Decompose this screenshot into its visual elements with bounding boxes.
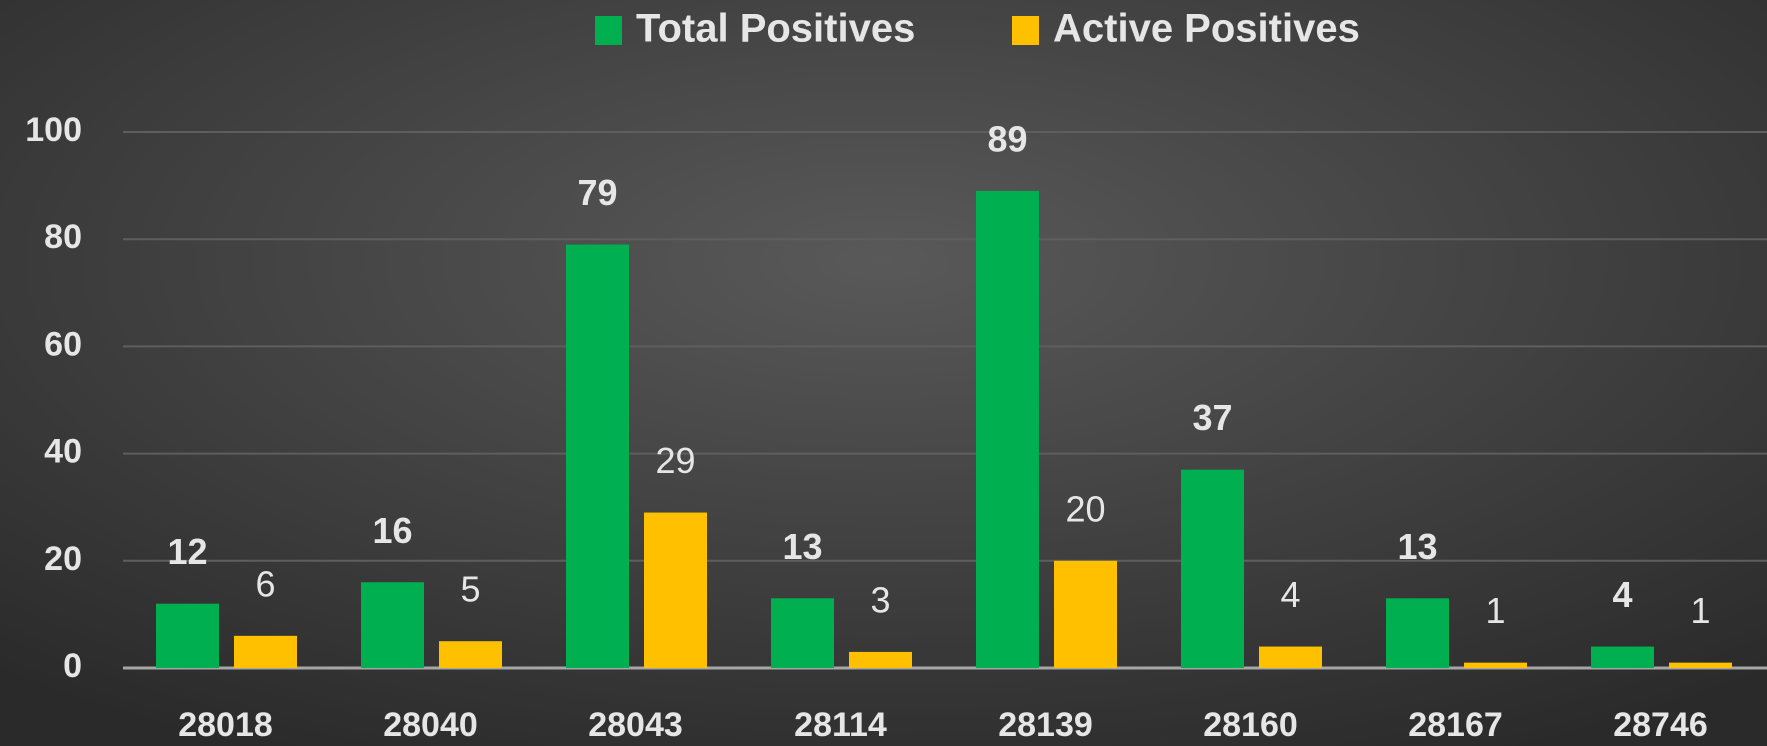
data-label: 1 — [1485, 590, 1505, 631]
legend-swatch — [595, 16, 622, 45]
bar — [439, 641, 502, 668]
x-tick-label: 28040 — [383, 706, 478, 744]
bar — [361, 582, 424, 668]
legend-label: Active Positives — [1053, 7, 1360, 51]
bar — [156, 603, 219, 668]
data-label: 1 — [1690, 590, 1710, 631]
y-tick-label: 40 — [44, 433, 82, 471]
bar — [976, 190, 1039, 668]
data-label: 4 — [1612, 574, 1632, 615]
y-tick-label: 100 — [25, 111, 82, 149]
x-tick-label: 28160 — [1203, 706, 1298, 744]
bar — [1054, 560, 1117, 668]
bar — [1669, 662, 1732, 668]
y-tick-label: 0 — [63, 647, 82, 685]
data-label: 13 — [1397, 526, 1437, 567]
x-tick-label: 28043 — [588, 706, 683, 744]
legend-label: Total Positives — [636, 7, 915, 51]
data-label: 12 — [167, 531, 207, 572]
data-label: 4 — [1280, 574, 1300, 615]
data-label: 13 — [782, 526, 822, 567]
data-label: 37 — [1192, 397, 1232, 438]
bar — [1259, 646, 1322, 668]
bar — [1464, 662, 1527, 668]
bar — [771, 598, 834, 668]
data-label: 79 — [577, 172, 617, 213]
bar — [566, 244, 629, 668]
x-tick-label: 28114 — [794, 706, 887, 744]
x-tick-label: 28139 — [998, 706, 1093, 744]
data-label: 20 — [1065, 488, 1105, 529]
legend-swatch — [1012, 16, 1039, 45]
bar — [1591, 646, 1654, 668]
data-label: 29 — [655, 440, 695, 481]
bar — [1386, 598, 1449, 668]
bar — [849, 651, 912, 668]
x-tick-label: 28746 — [1613, 706, 1708, 744]
y-tick-label: 20 — [44, 540, 82, 578]
x-tick-label: 28167 — [1408, 706, 1503, 744]
x-tick-label: 28018 — [178, 706, 273, 744]
data-label: 5 — [460, 569, 480, 610]
bar — [1181, 469, 1244, 668]
y-tick-label: 60 — [44, 325, 82, 363]
bar — [234, 635, 297, 668]
y-tick-label: 80 — [44, 218, 82, 256]
data-label: 3 — [870, 579, 890, 620]
data-label: 6 — [255, 563, 275, 604]
data-label: 16 — [372, 510, 412, 551]
data-label: 89 — [987, 118, 1027, 159]
bar — [644, 512, 707, 668]
